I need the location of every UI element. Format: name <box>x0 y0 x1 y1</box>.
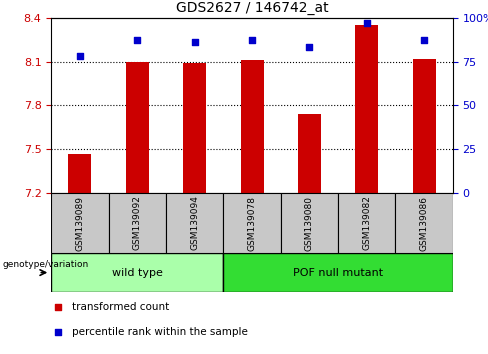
Bar <box>109 193 166 253</box>
Text: GSM139092: GSM139092 <box>133 195 142 251</box>
Text: transformed count: transformed count <box>72 302 169 313</box>
Text: GSM139078: GSM139078 <box>247 195 257 251</box>
Point <box>54 304 62 310</box>
Text: GSM139082: GSM139082 <box>362 195 371 251</box>
Bar <box>183 63 206 193</box>
Bar <box>126 62 149 193</box>
Bar <box>166 193 224 253</box>
Bar <box>338 193 395 253</box>
Text: percentile rank within the sample: percentile rank within the sample <box>72 326 247 337</box>
Bar <box>355 25 378 193</box>
Point <box>54 329 62 335</box>
Point <box>191 39 199 45</box>
Bar <box>224 253 453 292</box>
Text: wild type: wild type <box>112 268 163 278</box>
Text: POF null mutant: POF null mutant <box>293 268 383 278</box>
Bar <box>281 193 338 253</box>
Text: GSM139086: GSM139086 <box>420 195 428 251</box>
Title: GDS2627 / 146742_at: GDS2627 / 146742_at <box>176 1 328 15</box>
Bar <box>298 114 321 193</box>
Point <box>363 20 371 26</box>
Bar <box>51 253 224 292</box>
Bar <box>395 193 453 253</box>
Point <box>133 38 141 43</box>
Bar <box>68 154 91 193</box>
Text: GSM139080: GSM139080 <box>305 195 314 251</box>
Text: GSM139089: GSM139089 <box>76 195 84 251</box>
Point <box>248 38 256 43</box>
Bar <box>241 60 264 193</box>
Text: genotype/variation: genotype/variation <box>2 260 89 269</box>
Text: GSM139094: GSM139094 <box>190 195 199 251</box>
Point <box>76 53 84 59</box>
Bar <box>224 193 281 253</box>
Point <box>420 38 428 43</box>
Bar <box>51 193 109 253</box>
Bar <box>413 59 436 193</box>
Point <box>305 45 313 50</box>
